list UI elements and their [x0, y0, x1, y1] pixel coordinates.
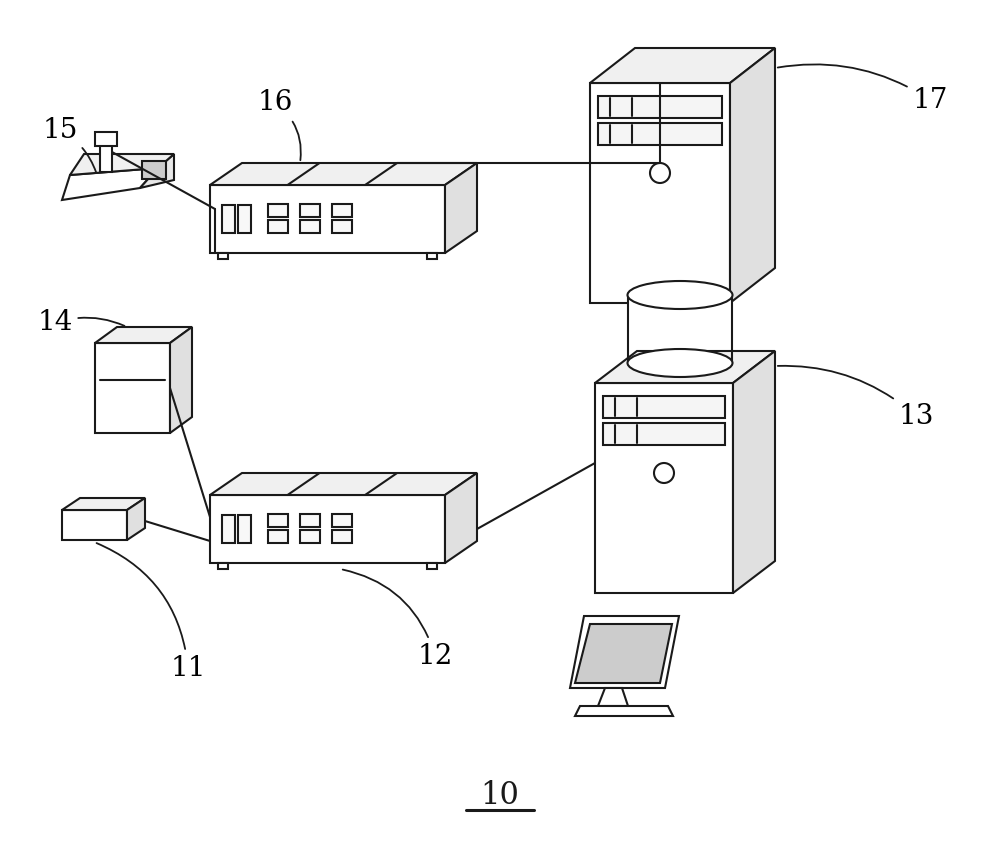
Polygon shape — [733, 351, 775, 593]
Polygon shape — [142, 161, 166, 179]
Polygon shape — [598, 123, 722, 145]
Polygon shape — [95, 343, 170, 433]
Polygon shape — [140, 154, 174, 188]
Polygon shape — [598, 688, 628, 706]
Polygon shape — [590, 48, 775, 83]
Text: 10: 10 — [481, 780, 519, 812]
Polygon shape — [595, 351, 775, 383]
Text: 13: 13 — [778, 365, 934, 429]
Polygon shape — [730, 48, 775, 303]
Polygon shape — [332, 220, 352, 233]
Ellipse shape — [628, 281, 732, 309]
Polygon shape — [222, 205, 235, 233]
Polygon shape — [628, 295, 732, 363]
Polygon shape — [332, 514, 352, 527]
Polygon shape — [210, 185, 445, 253]
Polygon shape — [570, 616, 679, 688]
Polygon shape — [210, 473, 477, 495]
Polygon shape — [427, 563, 437, 569]
Polygon shape — [222, 515, 235, 543]
Text: 12: 12 — [343, 570, 453, 670]
Ellipse shape — [628, 349, 732, 377]
Text: 17: 17 — [778, 64, 948, 114]
Polygon shape — [300, 514, 320, 527]
Polygon shape — [575, 706, 673, 716]
Polygon shape — [427, 253, 437, 259]
Polygon shape — [95, 132, 117, 146]
Polygon shape — [300, 220, 320, 233]
Polygon shape — [210, 495, 445, 563]
Polygon shape — [218, 253, 228, 259]
Polygon shape — [268, 204, 288, 217]
Polygon shape — [268, 514, 288, 527]
Text: 14: 14 — [37, 310, 124, 337]
Text: 11: 11 — [97, 543, 206, 682]
Polygon shape — [603, 396, 725, 418]
Polygon shape — [445, 163, 477, 253]
Polygon shape — [210, 163, 477, 185]
Polygon shape — [575, 624, 672, 683]
Polygon shape — [62, 168, 158, 200]
Polygon shape — [445, 473, 477, 563]
Polygon shape — [62, 510, 127, 540]
Polygon shape — [590, 83, 730, 303]
Polygon shape — [595, 383, 733, 593]
Polygon shape — [218, 563, 228, 569]
Polygon shape — [268, 530, 288, 543]
Polygon shape — [100, 142, 112, 172]
Polygon shape — [70, 154, 174, 175]
Polygon shape — [598, 96, 722, 118]
Text: 16: 16 — [257, 90, 301, 160]
Polygon shape — [268, 220, 288, 233]
Polygon shape — [62, 498, 145, 510]
Polygon shape — [238, 515, 251, 543]
Text: 15: 15 — [42, 116, 96, 172]
Polygon shape — [170, 327, 192, 433]
Polygon shape — [95, 327, 192, 343]
Polygon shape — [300, 530, 320, 543]
Polygon shape — [332, 530, 352, 543]
Polygon shape — [603, 423, 725, 445]
Polygon shape — [127, 498, 145, 540]
Polygon shape — [332, 204, 352, 217]
Polygon shape — [238, 205, 251, 233]
Polygon shape — [300, 204, 320, 217]
